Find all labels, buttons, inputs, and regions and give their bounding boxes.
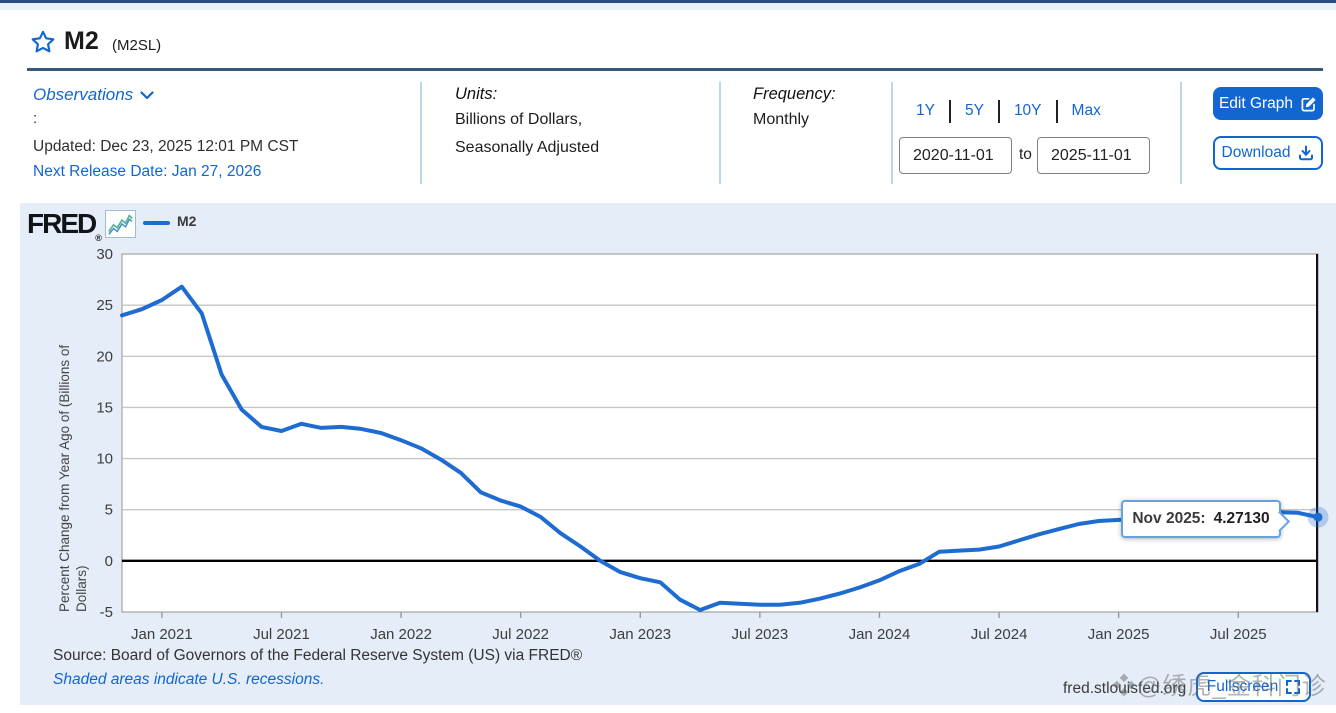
range-preset-1y[interactable]: 1Y	[916, 102, 935, 119]
favorite-star-icon[interactable]	[30, 29, 56, 55]
svg-text:Jul 2024: Jul 2024	[971, 626, 1028, 643]
units-value-line2: Seasonally Adjusted	[455, 139, 600, 156]
svg-text:10: 10	[96, 451, 113, 468]
line-chart-plot[interactable]: 30 25 20 15 10 5 0 -5 Jan 2021 Jul 2021 Jan 2022 Ju…	[20, 203, 1336, 705]
download-icon	[1299, 145, 1314, 161]
edit-pencil-icon	[1301, 96, 1316, 111]
tooltip-date: Nov 2025:	[1132, 510, 1206, 527]
svg-text:Jul 2022: Jul 2022	[492, 626, 549, 643]
section-divider	[420, 82, 422, 184]
series-id: (M2SL)	[112, 37, 162, 54]
svg-text:30: 30	[96, 246, 113, 263]
svg-text:-5: -5	[100, 604, 113, 621]
svg-text:5: 5	[105, 502, 113, 519]
preset-separator	[997, 99, 1000, 123]
site-url: fred.stlouisfed.org	[1063, 680, 1187, 697]
data-tooltip: Nov 2025: 4.27130	[1121, 500, 1281, 538]
svg-text:Jan 2021: Jan 2021	[131, 626, 193, 643]
top-nav-strip	[0, 0, 1336, 10]
fred-sparkline-icon	[105, 210, 136, 238]
y-axis-title: Percent Change from Year Ago of (Billion…	[57, 344, 89, 612]
units-label: Units:	[455, 85, 498, 103]
tooltip-value: 4.27130	[1213, 510, 1270, 527]
observations-label: Observations	[33, 85, 134, 104]
source-attribution: Source: Board of Governors of the Federa…	[53, 647, 583, 664]
start-date-input[interactable]	[899, 137, 1012, 174]
page-title: M2	[64, 27, 99, 55]
next-release-link[interactable]: Next Release Date: Jan 27, 2026	[33, 163, 262, 180]
fred-logo[interactable]: FRED®	[27, 208, 102, 243]
svg-text:25: 25	[96, 297, 113, 314]
units-value-line1: Billions of Dollars,	[455, 111, 583, 128]
svg-text:Jan 2022: Jan 2022	[370, 626, 432, 643]
frequency-label: Frequency:	[753, 85, 836, 103]
frequency-value: Monthly	[753, 111, 810, 128]
fullscreen-expand-icon	[1286, 680, 1301, 694]
preset-separator	[948, 99, 951, 123]
section-divider	[891, 82, 893, 184]
chevron-down-icon	[140, 90, 154, 99]
fullscreen-label: Fullscreen	[1206, 678, 1279, 695]
svg-text:15: 15	[96, 399, 113, 416]
range-preset-10y[interactable]: 10Y	[1013, 102, 1042, 119]
end-date-input[interactable]	[1037, 137, 1150, 174]
fullscreen-button[interactable]: Fullscreen	[1196, 672, 1311, 702]
section-divider	[719, 82, 721, 184]
preset-separator	[1055, 99, 1058, 123]
svg-text:Jan 2023: Jan 2023	[609, 626, 671, 643]
observations-dropdown[interactable]: Observations	[33, 85, 154, 105]
download-label: Download	[1221, 144, 1291, 161]
svg-text:Jul 2023: Jul 2023	[732, 626, 789, 643]
range-presets: 1Y 5Y 10Y Max	[916, 99, 1101, 123]
edit-graph-label: Edit Graph	[1218, 94, 1294, 112]
recession-note-link[interactable]: Shaded areas indicate U.S. recessions.	[53, 671, 325, 688]
svg-text:Jan 2025: Jan 2025	[1088, 626, 1150, 643]
svg-text:0: 0	[105, 553, 113, 570]
legend-line-swatch	[143, 221, 170, 225]
title-divider	[27, 68, 1323, 71]
section-divider	[1180, 82, 1182, 184]
svg-text:20: 20	[96, 348, 113, 365]
legend-series-label: M2	[177, 213, 197, 229]
edit-graph-button[interactable]: Edit Graph	[1213, 87, 1323, 120]
svg-text:Jul 2025: Jul 2025	[1210, 626, 1267, 643]
download-button[interactable]: Download	[1213, 136, 1323, 170]
svg-text:Jul 2021: Jul 2021	[253, 626, 310, 643]
range-preset-5y[interactable]: 5Y	[964, 102, 984, 119]
svg-text:Jan 2024: Jan 2024	[849, 626, 911, 643]
observations-colon: :	[33, 110, 38, 127]
updated-timestamp: Updated: Dec 23, 2025 12:01 PM CST	[33, 138, 299, 155]
chart-panel: FRED® M2 30 25 20 15 10 5 0 -5 Jan 2021 Jul 2021 J…	[20, 203, 1336, 705]
registered-mark: ®	[95, 233, 102, 243]
date-range-to-label: to	[1019, 146, 1032, 163]
range-preset-max[interactable]: Max	[1071, 102, 1101, 119]
